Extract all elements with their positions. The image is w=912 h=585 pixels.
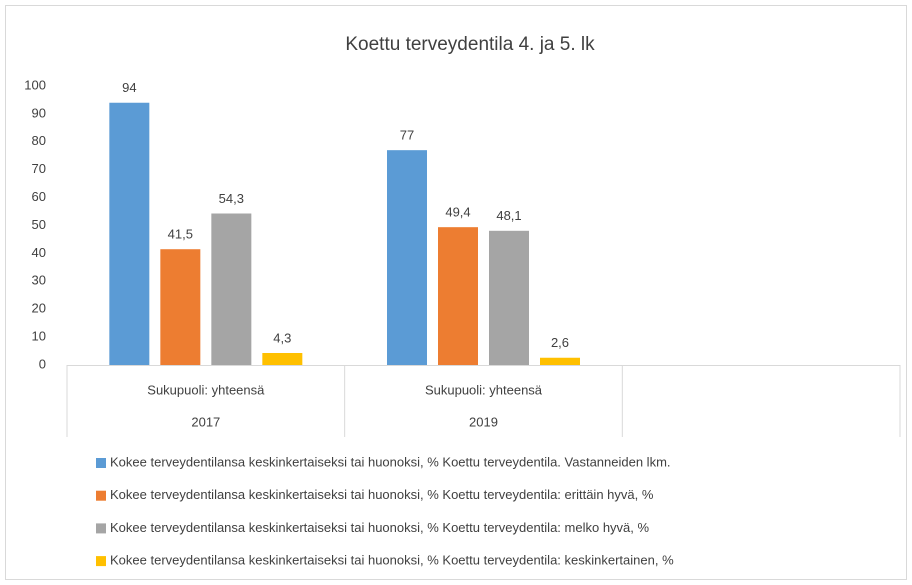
y-tick-label: 0 <box>39 356 46 371</box>
data-label: 77 <box>400 128 414 143</box>
legend-swatch <box>96 556 106 567</box>
legend-label: Kokee terveydentilansa keskinkertaiseksi… <box>110 553 674 568</box>
y-tick-label: 10 <box>32 329 46 344</box>
bar <box>211 213 252 365</box>
y-tick-label: 70 <box>32 161 46 176</box>
legend-swatch <box>96 523 106 534</box>
chart-title: Koettu terveydentila 4. ja 5. lk <box>345 34 595 55</box>
x-tick-label: Sukupuoli: yhteensä <box>147 382 265 397</box>
legend-label: Kokee terveydentilansa keskinkertaiseksi… <box>110 487 654 502</box>
bar <box>540 357 580 365</box>
bar <box>160 249 201 365</box>
legend-swatch <box>96 490 106 501</box>
bar <box>438 227 478 365</box>
data-label: 94 <box>122 80 136 95</box>
legend-label: Kokee terveydentilansa keskinkertaiseksi… <box>110 520 649 535</box>
data-label: 48,1 <box>496 208 521 223</box>
data-label: 41,5 <box>168 227 193 242</box>
x-group-label: 2019 <box>469 414 498 429</box>
x-group-label: 2017 <box>191 414 220 429</box>
bar <box>489 230 529 365</box>
x-tick-label: Sukupuoli: yhteensä <box>425 382 543 397</box>
data-label: 54,3 <box>219 191 244 206</box>
y-tick-label: 80 <box>32 133 46 148</box>
bar <box>387 150 427 365</box>
y-tick-label: 40 <box>32 245 46 260</box>
legend-swatch <box>96 458 106 468</box>
y-tick-label: 50 <box>32 217 46 232</box>
data-label: 49,4 <box>445 205 470 220</box>
y-tick-label: 20 <box>32 301 46 316</box>
bar <box>109 102 150 366</box>
legend-label: Kokee terveydentilansa keskinkertaiseksi… <box>110 454 671 469</box>
y-tick-label: 60 <box>32 189 46 204</box>
data-label: 2,6 <box>551 335 569 350</box>
y-tick-label: 100 <box>24 77 46 92</box>
bar <box>262 353 303 365</box>
y-tick-label: 90 <box>32 105 46 120</box>
y-tick-label: 30 <box>32 273 46 288</box>
data-label: 4,3 <box>273 330 291 345</box>
